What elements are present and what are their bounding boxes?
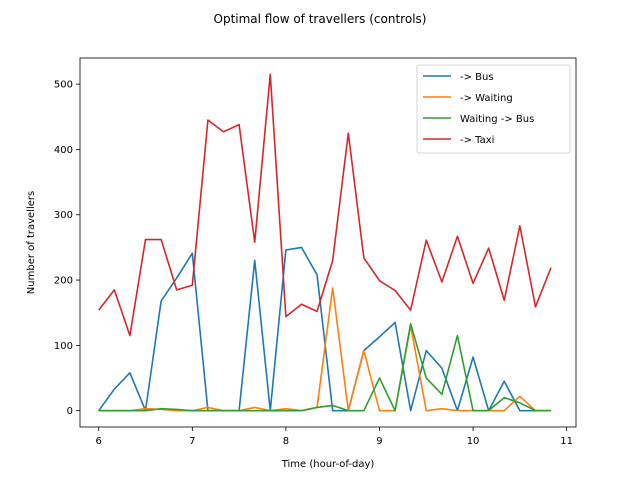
y-axis-label: Number of travellers	[26, 191, 37, 294]
x-tick-label: 6	[96, 436, 102, 447]
y-tick-label: 0	[67, 406, 73, 417]
legend: -> Bus -> Waiting Waiting -> Bus -> Taxi	[416, 64, 571, 154]
y-tick-label: 400	[54, 145, 73, 156]
y-axis: 0 100 200 300 400 500	[54, 80, 80, 417]
x-tick-label: 8	[283, 436, 289, 447]
series-line-0	[98, 246, 552, 412]
series-line-2	[98, 323, 552, 412]
series-line-3	[98, 73, 552, 337]
x-axis-label: Time (hour-of-day)	[281, 459, 375, 470]
x-tick-label: 10	[467, 436, 480, 447]
y-tick-label: 300	[54, 210, 73, 221]
legend-label-0: -> Bus	[460, 72, 494, 83]
plot-frame	[79, 57, 577, 428]
x-axis: 6 7 8 9 10 11	[96, 427, 573, 447]
legend-label-2: Waiting -> Bus	[460, 114, 534, 125]
y-tick-label: 500	[54, 80, 73, 91]
x-tick-label: 11	[560, 436, 573, 447]
legend-label-1: -> Waiting	[460, 93, 513, 104]
legend-box	[416, 64, 571, 154]
y-tick-label: 200	[54, 276, 73, 287]
x-tick-label: 7	[189, 436, 195, 447]
y-tick-label: 100	[54, 341, 73, 352]
x-tick-label: 9	[376, 436, 382, 447]
legend-label-3: -> Taxi	[460, 135, 494, 146]
chart-title: Optimal flow of travellers (controls)	[214, 12, 427, 26]
plot-lines	[98, 73, 552, 412]
